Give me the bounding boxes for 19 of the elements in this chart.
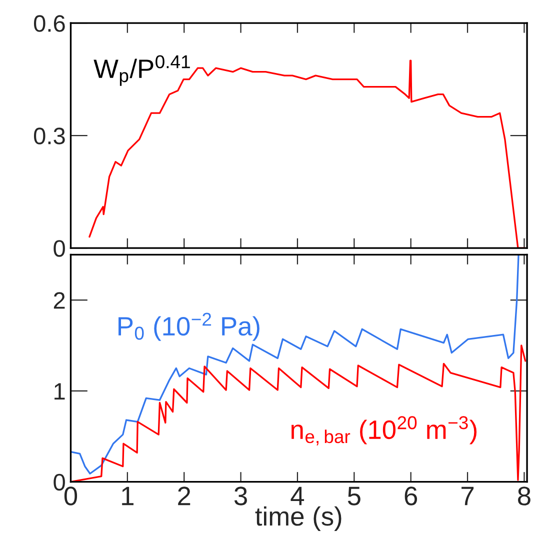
y-tick-label: 0.6 — [34, 15, 65, 32]
line-series — [70, 254, 520, 474]
x-tick-label: 3 — [234, 486, 247, 506]
series-label: n$_{e,bar}$ (10$^{20}$ m$^{−3}$) — [292, 416, 477, 446]
y-tick-label: 2 — [54, 292, 65, 309]
y-tick-label: 1 — [54, 383, 65, 400]
x-tick-label: 4 — [290, 486, 304, 506]
x-tick-label: 2 — [178, 486, 190, 506]
x-tick-label: 5 — [348, 486, 360, 506]
x-tick-label: 8 — [518, 486, 530, 506]
series-label: P$_{0}$ (10$^{−2}$ Pa) — [118, 312, 260, 341]
series-label: W$_{p}$/P$^{0.41}$ — [94, 55, 190, 86]
x-tick-label: 7 — [462, 486, 474, 506]
y-tick-label: 0 — [54, 474, 65, 491]
y-tick-label: 0 — [54, 240, 65, 257]
y-tick-label: 0.3 — [34, 128, 65, 144]
x-tick-label: 6 — [404, 486, 418, 506]
x-tick-label: 1 — [122, 486, 134, 506]
x-axis-title: time (s) — [255, 506, 342, 531]
